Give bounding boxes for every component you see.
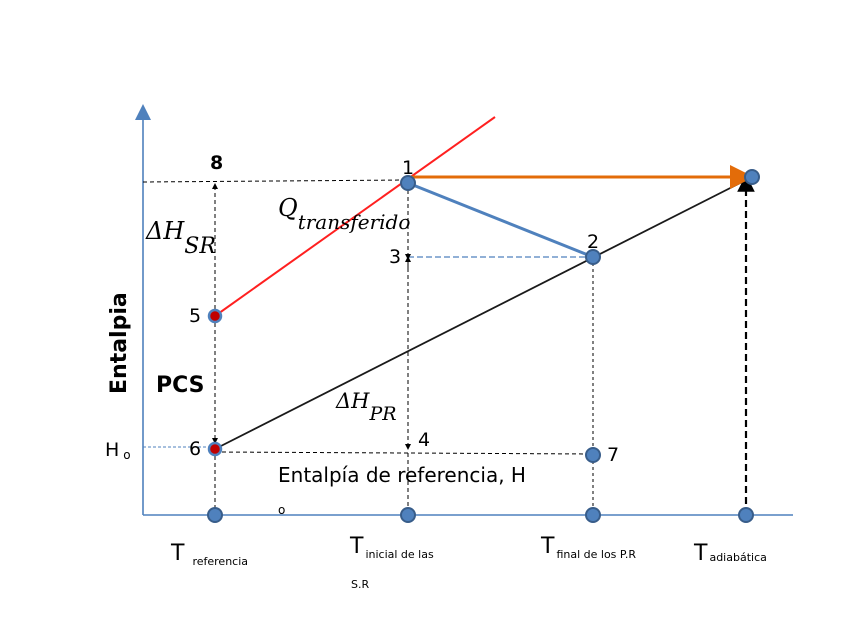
label-point-1: 1 [402,157,414,179]
reference-enthalpy-sub: o [278,503,285,517]
blue-line-1-to-2 [407,181,594,259]
red-line-q-transferido [214,116,496,317]
black-line-products [214,176,753,450]
point-5 [207,308,223,324]
axis-point-adiabatica [738,507,754,523]
point-1 [400,175,416,191]
axis-point-final [585,507,601,523]
label-point-3: 3 [389,246,401,268]
point-adiabatic [744,169,760,185]
guide-reference-enthalpy [214,451,594,455]
label-point-4: 4 [418,429,430,451]
label-point-8: 8 [210,152,223,174]
reference-enthalpy-label: Entalpía de referencia, H [278,463,526,487]
label-point-2: 2 [587,231,599,253]
axis-point-referencia [207,507,223,523]
delta-h-sr-label: ΔHSR [145,217,216,259]
point-6 [207,441,223,457]
point-2 [585,249,601,265]
axis-point-inicial [400,507,416,523]
q-transferido-label: Qtransferido [278,194,410,234]
delta-h-pr-label: ΔHPR [335,389,397,425]
label-point-6: 6 [189,438,201,460]
label-point-5: 5 [189,305,201,327]
t-inicial-label-line2: S.R [351,578,369,591]
y-axis-label: Entalpia [107,292,132,394]
pcs-label: PCS [156,373,205,398]
point-7 [585,447,601,463]
guide-8-to-1 [142,179,408,183]
label-point-7: 7 [607,444,619,466]
